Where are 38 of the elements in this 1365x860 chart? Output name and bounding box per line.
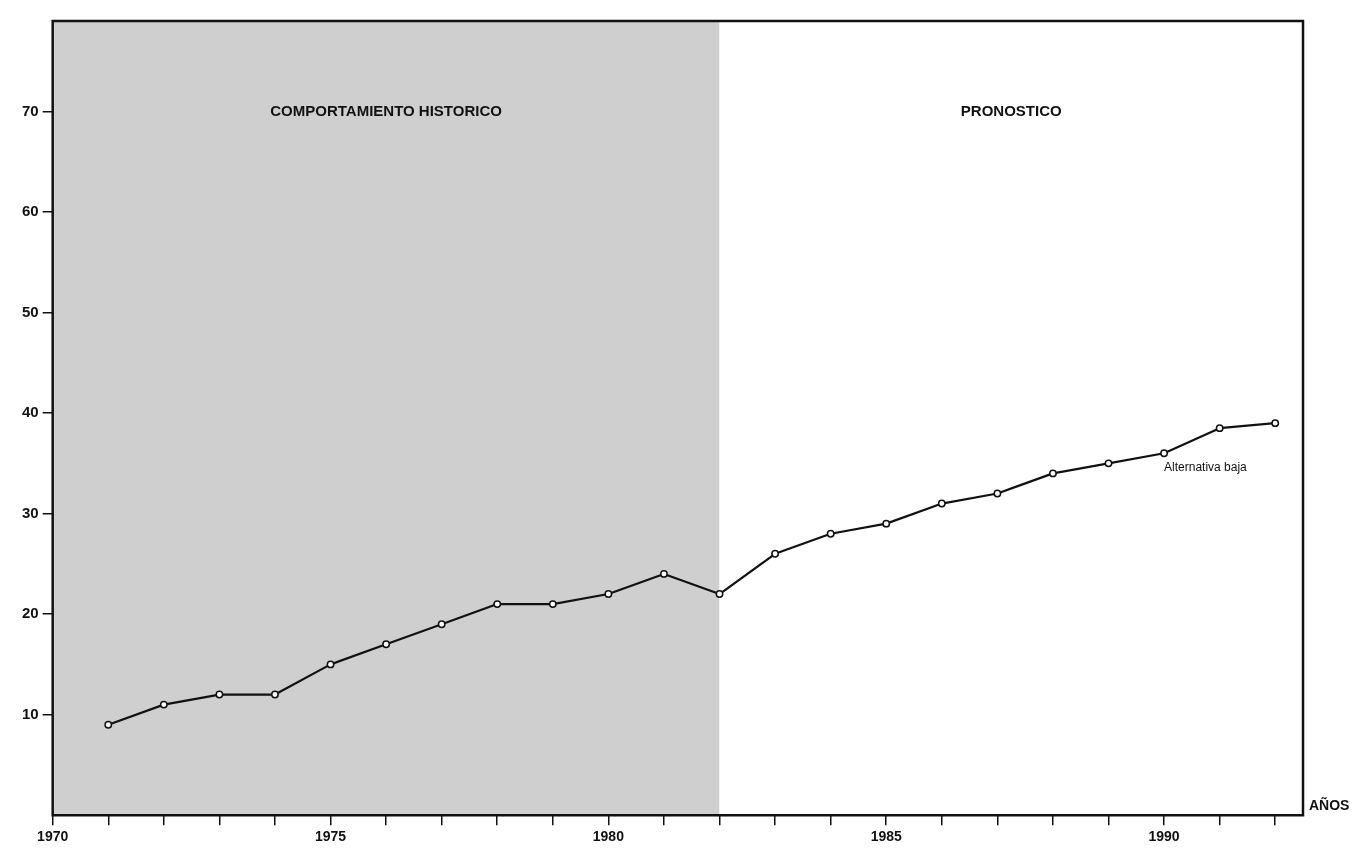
point: [1215, 424, 1224, 433]
point: [548, 600, 557, 609]
point: [1271, 419, 1280, 428]
point: [1048, 469, 1057, 478]
point: [326, 660, 335, 669]
point: [104, 720, 113, 729]
y-tick-label: 60: [22, 202, 39, 220]
point: [382, 640, 391, 649]
point: [1160, 449, 1169, 458]
point: [882, 519, 891, 528]
x-tick-label: 1975: [314, 828, 347, 845]
y-tick-label: 30: [22, 503, 39, 521]
point: [826, 529, 835, 538]
point: [937, 499, 946, 508]
y-tick-label: 40: [22, 403, 39, 421]
point: [437, 620, 446, 629]
x-tick-label: 1990: [1148, 828, 1180, 845]
y-tick-label: 20: [22, 604, 39, 622]
x-tick-label: 1980: [592, 828, 625, 845]
point: [715, 590, 724, 598]
y-tick-label: 10: [22, 704, 39, 722]
y-tick-label: 70: [22, 101, 39, 119]
point: [993, 489, 1002, 498]
point: [1104, 459, 1113, 468]
x-tick-label: 1985: [870, 828, 903, 845]
point: [271, 690, 279, 699]
point: [660, 569, 668, 578]
point: [215, 690, 224, 699]
point: [493, 600, 502, 609]
point: [604, 590, 613, 598]
x-tick-label: 1970: [37, 828, 69, 845]
y-tick-label: 50: [22, 302, 39, 320]
point: [159, 700, 168, 709]
point: [771, 549, 780, 558]
x-axis-title: AÑOS: [1309, 796, 1350, 814]
band-label: COMPORTAMIENTO HISTORICO: [270, 101, 503, 119]
band-label: PRONOSTICO: [960, 101, 1063, 119]
series-label: Alternativa baja: [1164, 459, 1248, 474]
